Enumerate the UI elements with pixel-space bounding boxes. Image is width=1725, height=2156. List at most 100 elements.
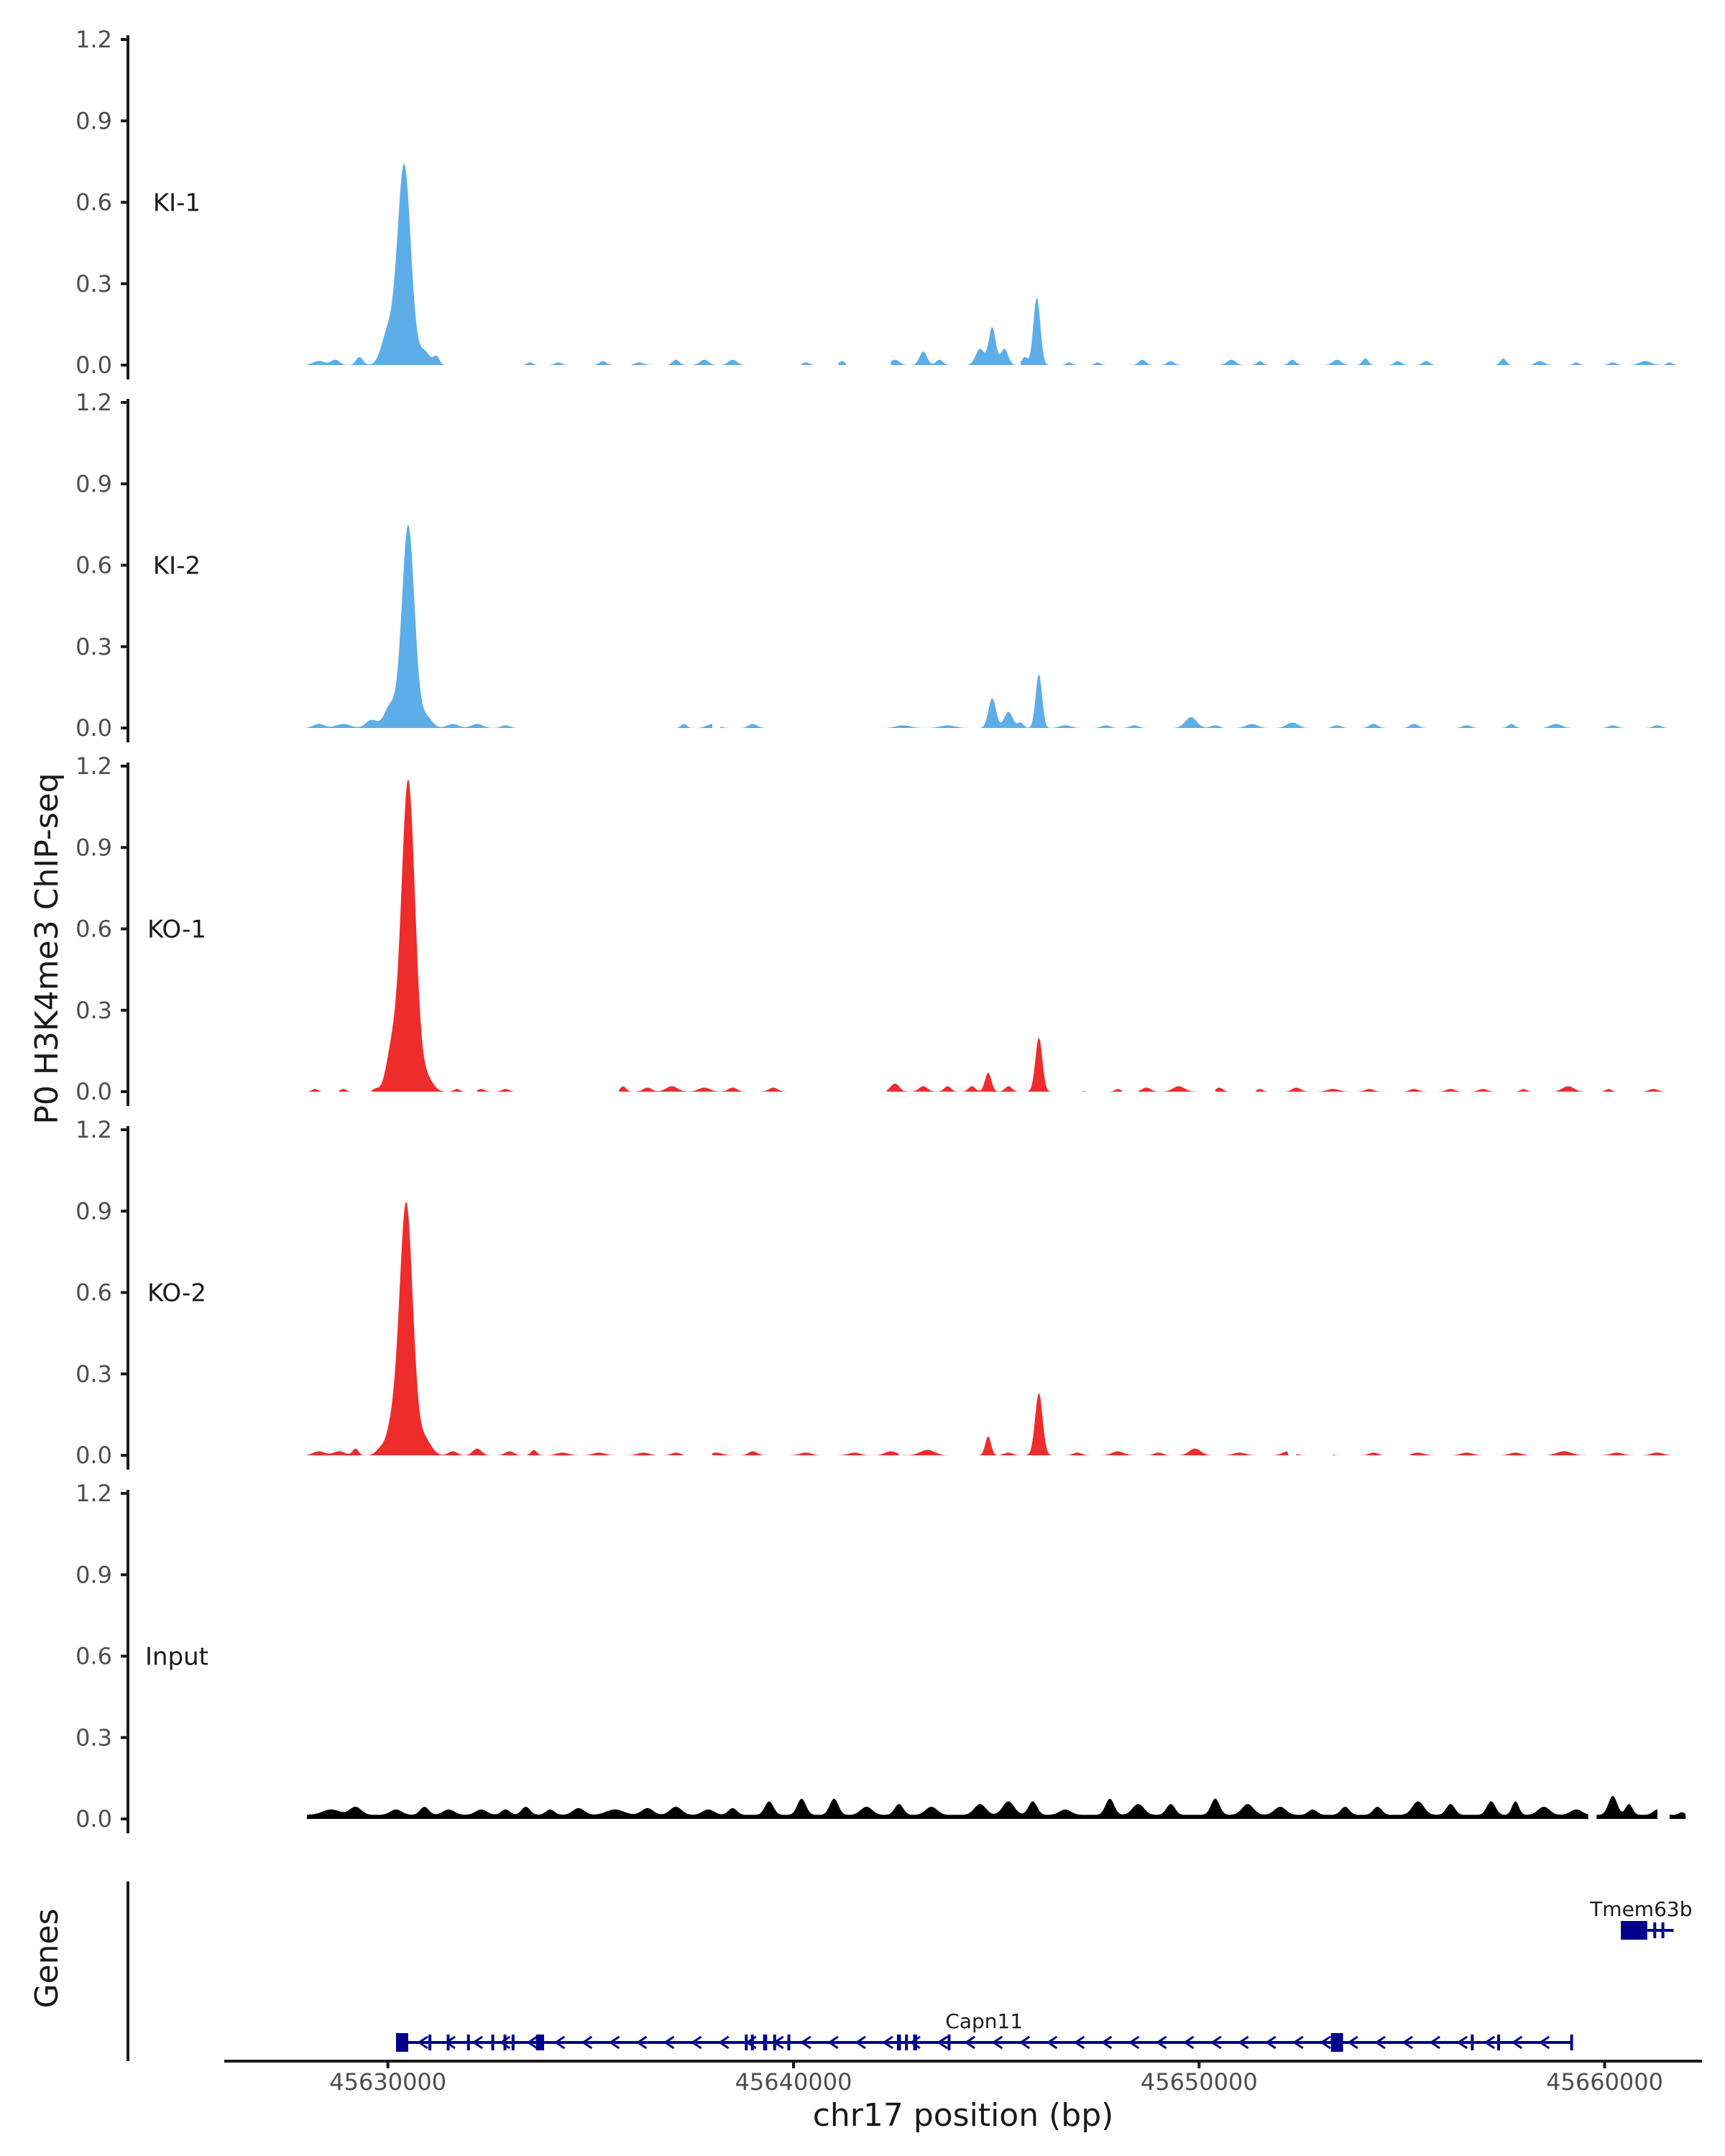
signal-area <box>1236 722 1317 728</box>
signal-area <box>1409 1452 1540 1455</box>
signal-area <box>1596 1796 1657 1819</box>
signal-area <box>1296 1453 1321 1455</box>
exon <box>787 2035 791 2050</box>
strand-arrow <box>663 2035 675 2050</box>
signal-area <box>1333 1452 1382 1455</box>
strand-arrow <box>1456 2035 1468 2050</box>
exon <box>428 2035 432 2050</box>
y-tick-label: 0.6 <box>75 1643 112 1670</box>
strand-arrow <box>1484 2035 1496 2050</box>
strand-arrow <box>1429 2035 1440 2050</box>
y-tick-label: 0.0 <box>75 1442 112 1469</box>
signal-area <box>1495 358 1512 365</box>
signal-area <box>477 1089 489 1092</box>
signal-area <box>631 362 652 365</box>
y-tick-label: 1.2 <box>75 1480 112 1507</box>
exon <box>905 2035 908 2050</box>
y-tick-label: 0.0 <box>75 1078 112 1105</box>
strand-arrow <box>1265 2035 1276 2050</box>
track-ki-2: 0.0 0.3 0.6 0.9 1.2 KI-2 <box>75 389 1686 742</box>
y-tick-label: 0.0 <box>75 714 112 742</box>
strand-arrow <box>1128 2035 1140 2050</box>
strand-arrow <box>1347 2035 1358 2050</box>
signal-area <box>306 163 445 365</box>
signal-area <box>1394 1089 1508 1092</box>
y-tick-label: 0.9 <box>75 107 112 134</box>
strand-arrow <box>499 2035 511 2050</box>
strand-arrow <box>1402 2035 1413 2050</box>
signal-area <box>1454 725 1484 728</box>
exon <box>491 2035 494 2050</box>
x-tick-label: 45640000 <box>735 2068 852 2096</box>
exon <box>1497 2035 1501 2050</box>
exon <box>466 2035 470 2050</box>
signal-area <box>1256 1089 1269 1092</box>
x-axis: 45630000 45640000 45650000 45660000 <box>224 2060 1702 2096</box>
y-tick-label: 0.9 <box>75 1197 112 1225</box>
exon <box>446 2035 450 2050</box>
y-tick-label: 0.3 <box>75 1724 112 1751</box>
y-tick-label: 0.6 <box>75 916 112 943</box>
signal-area <box>448 1089 469 1092</box>
strand-arrow <box>991 2035 1003 2050</box>
gene-capn11: Capn11 <box>396 2009 1573 2052</box>
strand-arrow <box>635 2035 648 2050</box>
signal-area <box>550 362 571 365</box>
y-tick-label: 0.0 <box>75 351 112 379</box>
signal-area <box>1604 361 1682 365</box>
strand-arrow <box>1046 2035 1058 2050</box>
signal-area <box>1555 1086 1585 1092</box>
y-tick-label: 0.9 <box>75 470 112 497</box>
y-tick-label: 0.3 <box>75 633 112 660</box>
strand-arrow <box>1538 2035 1550 2050</box>
strand-arrow <box>1155 2035 1167 2050</box>
y-tick-label: 0.6 <box>75 552 112 579</box>
signal-area <box>1547 1451 1686 1455</box>
exon <box>947 2035 951 2050</box>
signal-area <box>306 1089 323 1092</box>
track-label: Input <box>145 1643 208 1672</box>
y-tick-label: 0.6 <box>75 1279 112 1307</box>
signal-area <box>886 1037 1057 1092</box>
strand-arrow <box>1238 2035 1249 2050</box>
signal-area <box>1669 1812 1686 1819</box>
y-tick-label: 0.9 <box>75 834 112 861</box>
genes-track-title: Genes <box>29 1908 65 2008</box>
strand-arrow <box>690 2035 702 2050</box>
signal-area <box>886 673 1224 728</box>
track-ko-1: 0.0 0.3 0.6 0.9 1.2 KO-1 <box>75 752 1686 1106</box>
signal-area <box>903 1393 1289 1455</box>
y-tick-label: 0.9 <box>75 1561 112 1588</box>
signal-area <box>676 724 713 728</box>
signal-area <box>720 724 798 728</box>
signal-area <box>372 778 445 1092</box>
track-label: KO-2 <box>147 1279 206 1308</box>
signal-area <box>594 361 615 365</box>
signal-tracks: 0.00.30.60.91.2KI-10.00.30.60.91.2KI-20.… <box>75 26 1686 1833</box>
strand-arrow <box>1100 2035 1113 2050</box>
exon <box>1621 1921 1647 1940</box>
signal-area <box>306 525 555 728</box>
exon <box>745 2035 748 2050</box>
signal-area <box>1596 725 1625 728</box>
strand-arrow <box>1320 2035 1331 2050</box>
signal-area <box>1511 1089 1540 1092</box>
signal-area <box>1057 362 1114 365</box>
strand-arrow <box>964 2035 976 2050</box>
signal-area <box>663 1452 684 1455</box>
strand-arrow <box>608 2035 620 2050</box>
exon <box>396 2033 408 2052</box>
signal-area <box>1284 1087 1386 1092</box>
y-tick-label: 1.2 <box>75 26 112 53</box>
strand-arrow <box>1511 2035 1523 2050</box>
y-tick-label: 1.2 <box>75 752 112 780</box>
signal-area <box>1600 1089 1617 1092</box>
x-axis-title: chr17 position (bp) <box>813 2097 1114 2134</box>
exon <box>763 2035 768 2050</box>
strand-arrow <box>717 2035 730 2050</box>
signal-area <box>1328 724 1443 728</box>
exon <box>535 2035 544 2050</box>
signal-area <box>1543 724 1577 728</box>
strand-arrow <box>1182 2035 1195 2050</box>
